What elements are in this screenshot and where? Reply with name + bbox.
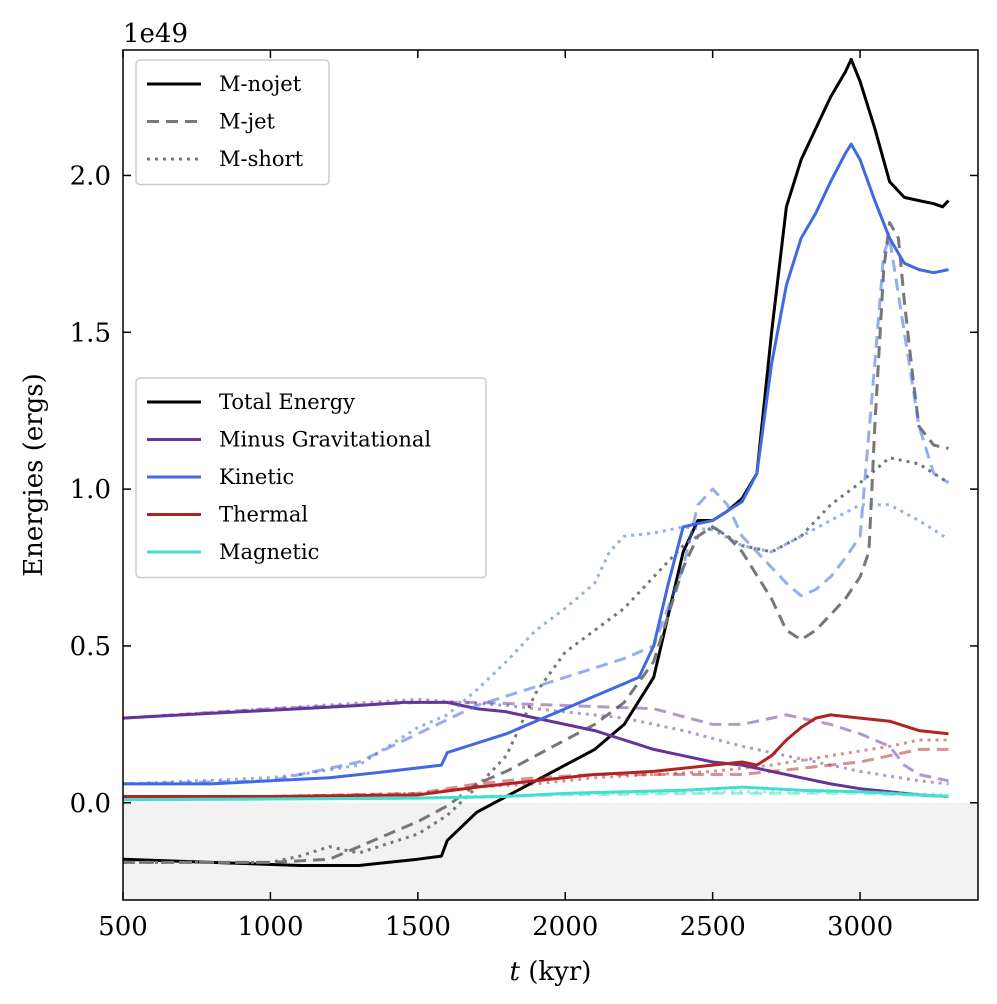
- x-tick-label: 2500: [680, 912, 746, 942]
- legend-runs: M-nojet M-jet M-short: [135, 59, 330, 186]
- x-tick-label: 2000: [532, 912, 598, 942]
- legend-entry-label: M-jet: [219, 110, 276, 134]
- series-line-thermal-m-jet: [123, 747, 949, 798]
- y-tick-label: 0.0: [70, 789, 111, 819]
- legend-entry-label: Thermal: [219, 503, 308, 527]
- y-tick-label: 1.0: [70, 475, 111, 505]
- axes-layer: 500 1000 1500 2000 2500 3000 0.0 0.5 1.0 1.5 2.0: [70, 49, 979, 942]
- x-tick-label: 1000: [237, 912, 303, 942]
- x-tick-label: 1500: [385, 912, 451, 942]
- y-tick-label: 0.5: [70, 632, 111, 662]
- plot-frame: [122, 49, 979, 901]
- series-line-minus-gravitational-m-short: [122, 697, 949, 786]
- legend-entry-label: Total Energy: [219, 390, 355, 414]
- series-line-thermal-m-short: [123, 738, 949, 798]
- series-line-minus-gravitational-m-nojet: [122, 700, 949, 798]
- y-offset-label: 1e49: [123, 19, 188, 49]
- legend-entry-label: Kinetic: [219, 465, 294, 489]
- legend-entry-label: M-short: [219, 147, 304, 171]
- legend-box: [135, 59, 330, 186]
- series-line-kinetic-m-jet: [122, 236, 950, 786]
- series-line-magnetic-m-short: [122, 790, 949, 802]
- legend-entry-label: Minus Gravitational: [219, 428, 431, 452]
- x-axis-label: t (kyr): [510, 957, 592, 987]
- series-line-thermal-m-nojet: [123, 713, 949, 798]
- series-layer: [122, 57, 950, 867]
- legend-entry-label: M-nojet: [219, 72, 302, 96]
- series-line-kinetic-m-nojet: [123, 142, 949, 786]
- x-axis-label-unit: (kyr): [520, 957, 591, 987]
- y-tick-label: 2.0: [70, 161, 111, 191]
- legend-components: Total Energy Minus Gravitational Kinetic Th…: [135, 377, 487, 579]
- x-axis-label-variable: t: [510, 957, 521, 987]
- legend-entry-label: Magnetic: [219, 540, 319, 564]
- negative-region-shade: [123, 802, 978, 900]
- plot-area: [123, 802, 978, 900]
- legend-box: [135, 377, 487, 579]
- y-tick-label: 1.5: [70, 318, 111, 348]
- x-tick-label: 3000: [827, 912, 893, 942]
- series-line-minus-gravitational-m-jet: [122, 700, 949, 783]
- y-axis-label: Energies (ergs): [19, 373, 49, 577]
- x-tick-label: 500: [98, 912, 148, 942]
